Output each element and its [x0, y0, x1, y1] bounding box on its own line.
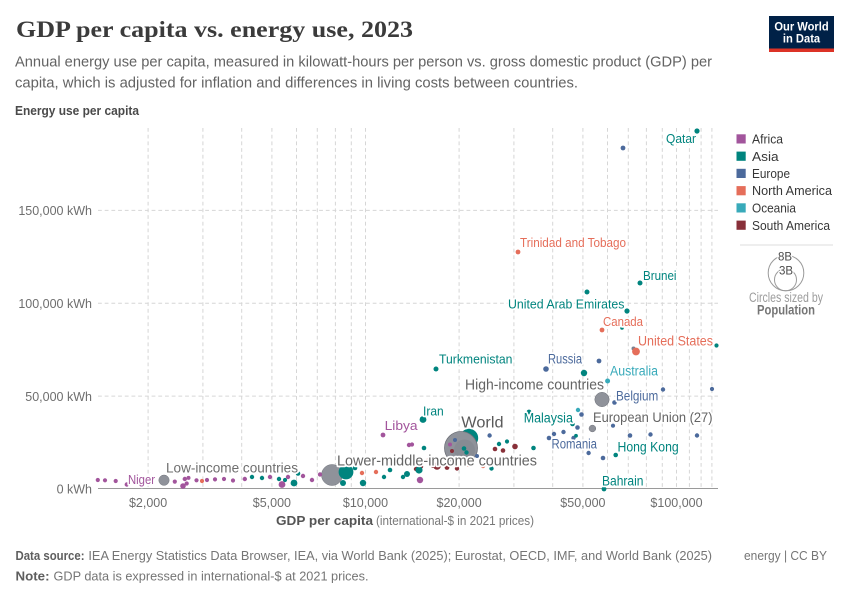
svg-text:Iran: Iran: [423, 405, 444, 419]
svg-text:North America: North America: [752, 183, 833, 198]
svg-text:Canada: Canada: [603, 314, 644, 329]
svg-text:capita, which is adjusted for: capita, which is adjusted for inflation …: [15, 74, 578, 91]
svg-text:Our World: Our World: [774, 20, 828, 34]
svg-text:$5,000: $5,000: [253, 496, 291, 510]
svg-text:$10,000: $10,000: [343, 496, 388, 510]
svg-text:Belgium: Belgium: [616, 389, 658, 404]
svg-text:100,000 kWh: 100,000 kWh: [18, 297, 92, 311]
svg-text:Romania: Romania: [552, 437, 598, 452]
svg-text:Qatar: Qatar: [666, 131, 697, 146]
svg-text:Europe: Europe: [752, 166, 790, 181]
svg-text:Oceania: Oceania: [752, 201, 797, 216]
svg-text:$20,000: $20,000: [437, 496, 482, 510]
svg-text:Bahrain: Bahrain: [602, 474, 644, 489]
svg-text:$2,000: $2,000: [129, 496, 167, 510]
svg-text:Hong Kong: Hong Kong: [618, 440, 679, 455]
svg-text:Turkmenistan: Turkmenistan: [439, 352, 512, 367]
svg-text:Note:: Note:: [16, 568, 50, 583]
svg-text:United States: United States: [638, 334, 713, 349]
svg-text:Brunei: Brunei: [643, 268, 677, 283]
svg-text:IEA Energy Statistics Data Bro: IEA Energy Statistics Data Browser, IEA,…: [88, 548, 712, 563]
svg-text:$50,000: $50,000: [560, 496, 605, 510]
svg-text:GDP data is expressed in inter: GDP data is expressed in international-$…: [54, 568, 369, 583]
svg-text:South America: South America: [752, 218, 831, 233]
svg-text:World: World: [461, 415, 503, 432]
svg-text:European Union (27): European Union (27): [593, 409, 713, 425]
svg-text:Lower-middle-income countries: Lower-middle-income countries: [337, 453, 537, 470]
svg-text:Russia: Russia: [548, 352, 582, 367]
svg-text:150,000 kWh: 150,000 kWh: [18, 204, 92, 218]
svg-text:Low-income countries: Low-income countries: [166, 461, 298, 476]
svg-text:Population: Population: [757, 303, 815, 318]
svg-text:3B: 3B: [779, 266, 793, 278]
svg-text:Asia: Asia: [752, 149, 779, 164]
svg-text:Australia: Australia: [610, 364, 658, 379]
svg-text:Data source:: Data source:: [16, 548, 85, 563]
svg-text:in Data: in Data: [783, 31, 821, 45]
svg-text:(international-$ in 2021 price: (international-$ in 2021 prices): [376, 513, 534, 528]
svg-text:Energy use per capita: Energy use per capita: [15, 104, 140, 118]
svg-text:$100,000: $100,000: [650, 496, 702, 510]
svg-text:Annual energy use per capita,: Annual energy use per capita, measured i…: [15, 53, 712, 70]
svg-text:8B: 8B: [778, 252, 792, 264]
svg-text:Trinidad and Tobago: Trinidad and Tobago: [520, 235, 626, 250]
svg-text:GDP per capita: GDP per capita: [276, 513, 374, 528]
svg-text:50,000 kWh: 50,000 kWh: [25, 390, 92, 404]
svg-text:Niger: Niger: [128, 473, 155, 487]
svg-text:GDP per capita vs. energy use,: GDP per capita vs. energy use, 2023: [16, 17, 413, 43]
svg-text:energy | CC BY: energy | CC BY: [744, 548, 827, 563]
svg-text:High-income countries: High-income countries: [465, 378, 604, 394]
svg-text:Circles sized by: Circles sized by: [749, 290, 823, 305]
svg-text:0 kWh: 0 kWh: [57, 483, 92, 497]
svg-text:Libya: Libya: [385, 418, 419, 433]
svg-text:United Arab Emirates: United Arab Emirates: [508, 297, 625, 312]
svg-text:Africa: Africa: [752, 132, 784, 147]
svg-text:Malaysia: Malaysia: [524, 410, 574, 425]
